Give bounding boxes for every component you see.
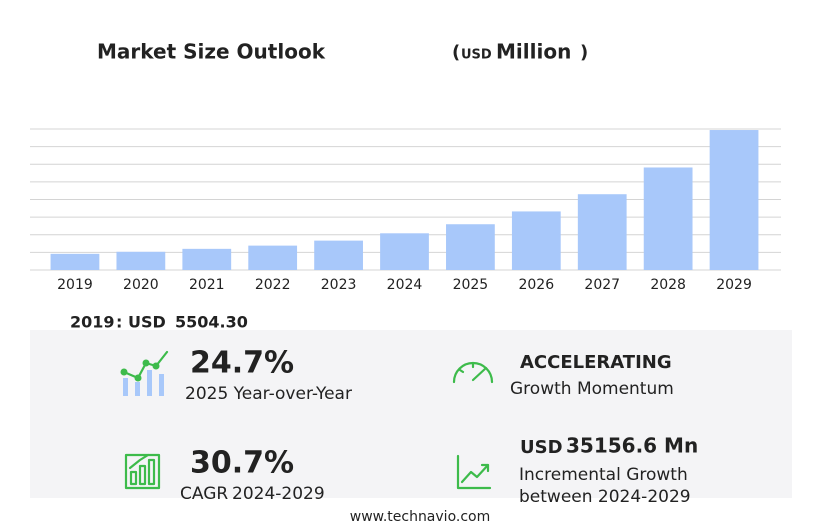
bar <box>577 194 627 270</box>
bar <box>511 211 561 270</box>
unit: Million <box>496 40 571 64</box>
bar <box>709 130 759 270</box>
x-tick-label: 2021 <box>189 277 225 293</box>
momentum-value: ACCELERATING <box>520 352 672 373</box>
incr-label: Incremental Growth <box>519 465 688 485</box>
bar <box>446 224 495 270</box>
icon-incremental <box>456 454 492 490</box>
chart-title: Market Size Outlook <box>97 40 326 64</box>
unit-currency: USD <box>461 48 492 63</box>
x-tick-label: 2027 <box>584 277 620 293</box>
x-tick-label: 2020 <box>123 277 159 293</box>
x-tick-label: 2025 <box>453 277 489 293</box>
bar <box>380 233 429 270</box>
icon-yoy <box>120 350 169 396</box>
base-value: 5504.30 <box>175 313 248 332</box>
icon-momentum <box>452 361 494 384</box>
base-sep: : <box>116 313 122 332</box>
x-tick-label: 2023 <box>321 277 357 293</box>
momentum-label: Growth Momentum <box>510 379 674 399</box>
base-year: 2019 <box>70 313 115 332</box>
yoy-label: 2025 Year-over-Year <box>185 384 352 404</box>
unit-open: ( <box>452 42 460 63</box>
unit-close: ) <box>580 42 588 63</box>
x-tick-label: 2028 <box>650 277 686 293</box>
icon-cagr <box>124 453 161 490</box>
footer: www.technavio.com <box>350 509 491 525</box>
x-tick-label: 2022 <box>255 277 291 293</box>
cagr-label: 2024-2029 <box>232 484 325 504</box>
x-tick-label: 2029 <box>716 277 752 293</box>
base-currency: USD <box>128 313 166 332</box>
bar <box>116 251 166 270</box>
incr-currency: USD <box>520 437 563 458</box>
bar <box>182 248 232 270</box>
x-tick-label: 2026 <box>518 277 554 293</box>
kpi-panel <box>30 330 792 498</box>
bar <box>643 167 693 270</box>
incr-value: 35156.6 Mn <box>566 434 698 458</box>
incr-label2: between 2024-2029 <box>519 487 691 507</box>
yoy-value: 24.7% <box>190 346 294 381</box>
bar <box>314 240 363 270</box>
bar <box>50 253 100 270</box>
bar <box>248 245 298 270</box>
x-tick-label: 2024 <box>387 277 423 293</box>
cagr-label-prefix: CAGR <box>180 484 228 504</box>
x-tick-label: 2019 <box>57 277 93 293</box>
cagr-value: 30.7% <box>190 446 294 481</box>
